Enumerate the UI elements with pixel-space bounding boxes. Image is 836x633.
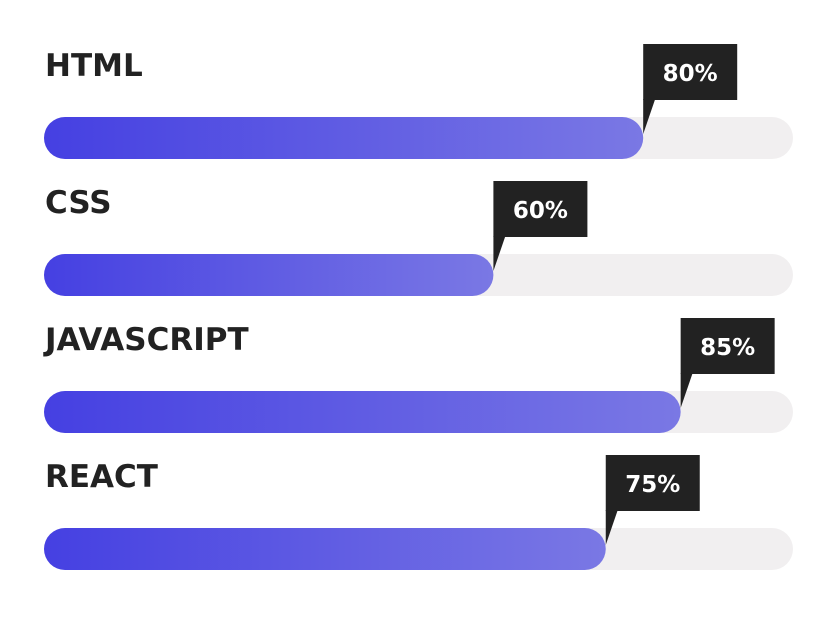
tooltip-label: 80% bbox=[663, 61, 718, 87]
skill-name: CSS bbox=[45, 185, 112, 221]
progress-fill bbox=[44, 117, 644, 159]
tooltip-label: 60% bbox=[513, 198, 568, 224]
skill-name: REACT bbox=[45, 459, 158, 495]
skill-row: CSS 60% bbox=[44, 181, 793, 296]
progress-fill bbox=[44, 391, 681, 433]
tooltip-box bbox=[643, 44, 738, 100]
skill-row: JAVASCRIPT 85% bbox=[43, 318, 793, 433]
tooltip-pointer bbox=[643, 99, 656, 134]
tooltip-label: 75% bbox=[625, 472, 680, 498]
skill-name: JAVASCRIPT bbox=[43, 322, 249, 358]
tooltip-pointer bbox=[605, 510, 618, 545]
tooltip-pointer bbox=[680, 373, 693, 408]
tooltip-box bbox=[605, 455, 700, 511]
tooltip-label: 85% bbox=[700, 335, 755, 361]
tooltip-pointer bbox=[493, 236, 506, 271]
tooltip-box bbox=[680, 318, 775, 374]
progress-fill bbox=[44, 528, 606, 570]
skill-row: REACT 75% bbox=[44, 455, 793, 570]
skill-row: HTML 80% bbox=[44, 44, 793, 159]
tooltip-box bbox=[493, 181, 588, 237]
skill-name: HTML bbox=[45, 48, 143, 84]
progress-fill bbox=[44, 254, 494, 296]
